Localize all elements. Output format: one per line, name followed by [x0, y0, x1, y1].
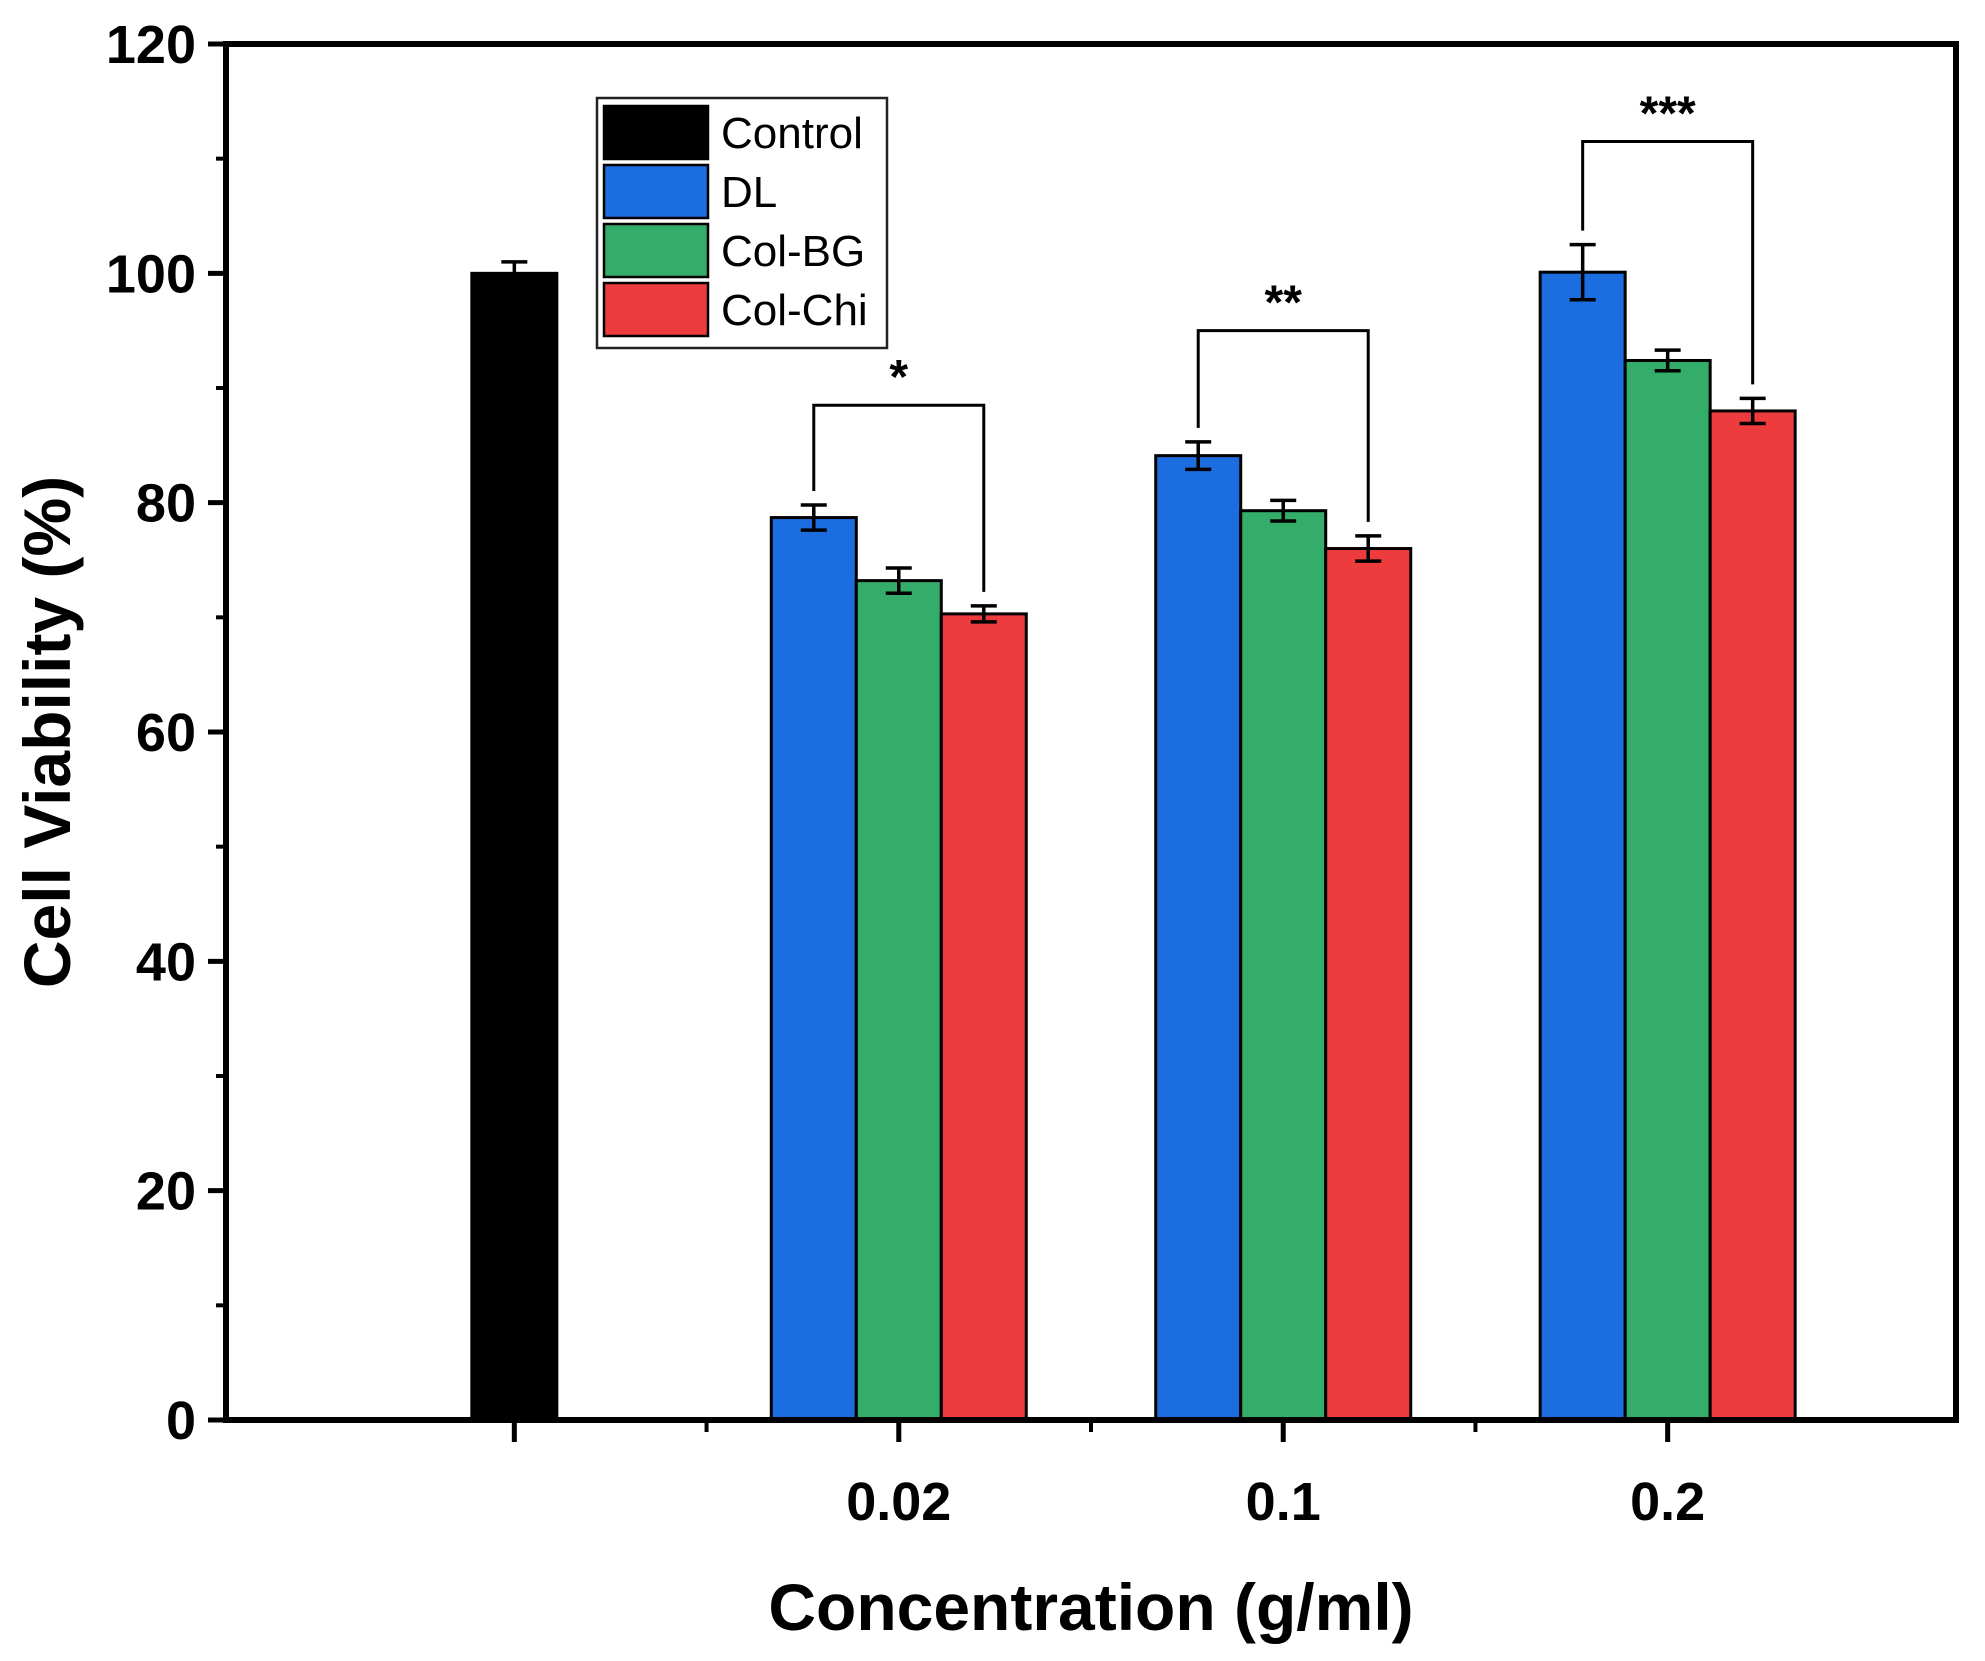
y-axis-title: Cell Viability (%) — [10, 476, 84, 988]
bar-col-chi-0.2 — [1708, 409, 1797, 1422]
bar-col-chi-0.1 — [1324, 547, 1413, 1422]
significance-label: * — [889, 351, 908, 404]
significance-bracket — [1581, 139, 1755, 385]
y-tick-label: 60 — [136, 703, 196, 763]
y-tick-label: 120 — [106, 15, 196, 75]
significance-label: *** — [1640, 87, 1696, 140]
bar-col-bg-0.1 — [1239, 509, 1328, 1422]
legend-swatch-control — [602, 104, 710, 161]
bar-control-control — [470, 271, 559, 1422]
y-tick-label: 40 — [136, 932, 196, 992]
bar-dl-0.2 — [1538, 270, 1627, 1422]
x-tick-label: 0.2 — [1630, 1472, 1705, 1532]
bar-dl-0.1 — [1154, 454, 1243, 1422]
bar-col-bg-0.02 — [854, 579, 943, 1422]
legend-swatch-dl — [602, 163, 710, 220]
legend-swatch-col-chi — [602, 281, 710, 338]
y-tick-label: 100 — [106, 244, 196, 304]
y-tick-label: 20 — [136, 1162, 196, 1222]
legend-label-col-chi: Col-Chi — [721, 286, 868, 335]
bar-col-bg-0.2 — [1623, 358, 1712, 1422]
legend-label-control: Control — [721, 109, 863, 158]
x-axis-title: Concentration (g/ml) — [768, 1570, 1413, 1644]
legend-swatch-col-bg — [602, 222, 710, 279]
bar-dl-0.02 — [769, 516, 858, 1422]
legend-label-dl: DL — [721, 168, 777, 217]
significance-bracket — [812, 403, 986, 592]
significance-label: ** — [1265, 277, 1303, 330]
x-tick-label: 0.1 — [1246, 1472, 1321, 1532]
y-tick-label: 0 — [166, 1391, 196, 1451]
legend-label-col-bg: Col-BG — [721, 227, 865, 276]
y-tick-label: 80 — [136, 474, 196, 534]
significance-bracket — [1196, 329, 1370, 522]
bar-col-chi-0.02 — [939, 612, 1028, 1422]
x-tick-label: 0.02 — [846, 1472, 951, 1532]
